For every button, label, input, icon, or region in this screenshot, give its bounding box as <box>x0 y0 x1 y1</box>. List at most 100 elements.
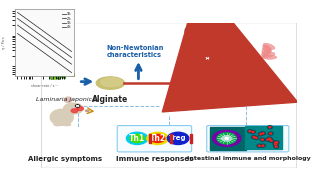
Ellipse shape <box>262 53 275 58</box>
Ellipse shape <box>64 97 72 103</box>
Ellipse shape <box>195 51 202 57</box>
Text: Alginate: Alginate <box>92 95 128 104</box>
Circle shape <box>217 133 236 144</box>
Ellipse shape <box>54 123 62 126</box>
Ellipse shape <box>63 64 66 68</box>
Ellipse shape <box>60 64 63 68</box>
Ellipse shape <box>248 130 252 133</box>
Ellipse shape <box>196 55 214 65</box>
FancyBboxPatch shape <box>117 125 192 152</box>
Ellipse shape <box>54 69 71 77</box>
Circle shape <box>276 142 278 143</box>
Circle shape <box>130 134 144 143</box>
Ellipse shape <box>63 123 71 126</box>
Circle shape <box>255 137 257 139</box>
Bar <box>190 134 192 143</box>
Ellipse shape <box>46 67 73 75</box>
Ellipse shape <box>263 43 275 49</box>
Circle shape <box>270 140 272 141</box>
Ellipse shape <box>263 55 277 59</box>
Ellipse shape <box>257 144 262 147</box>
Ellipse shape <box>269 139 274 142</box>
Circle shape <box>225 138 228 139</box>
Circle shape <box>206 57 210 60</box>
Bar <box>149 134 151 143</box>
Ellipse shape <box>193 64 214 82</box>
Circle shape <box>252 131 254 133</box>
Ellipse shape <box>52 67 60 79</box>
Ellipse shape <box>64 103 83 114</box>
Circle shape <box>262 145 264 146</box>
Ellipse shape <box>85 110 89 111</box>
Ellipse shape <box>254 136 258 139</box>
Bar <box>245 126 282 149</box>
Text: Allergic symptoms: Allergic symptoms <box>28 156 103 162</box>
Text: OVA: OVA <box>183 27 206 37</box>
Ellipse shape <box>57 65 71 78</box>
Ellipse shape <box>211 61 216 62</box>
Bar <box>210 127 246 150</box>
Circle shape <box>167 132 189 144</box>
Circle shape <box>275 146 277 147</box>
Circle shape <box>150 134 165 143</box>
Ellipse shape <box>50 109 73 125</box>
Ellipse shape <box>267 137 272 140</box>
Ellipse shape <box>266 138 270 141</box>
FancyArrowPatch shape <box>162 0 298 112</box>
Ellipse shape <box>261 144 265 147</box>
Ellipse shape <box>96 77 124 89</box>
Circle shape <box>267 139 269 140</box>
Circle shape <box>262 133 264 134</box>
Circle shape <box>258 145 260 146</box>
Ellipse shape <box>261 132 265 135</box>
Circle shape <box>275 144 277 145</box>
Circle shape <box>71 109 78 113</box>
Ellipse shape <box>251 136 256 139</box>
Bar <box>170 134 172 143</box>
Ellipse shape <box>261 49 271 56</box>
Ellipse shape <box>206 81 212 82</box>
Circle shape <box>260 134 262 135</box>
Text: Immune responses: Immune responses <box>116 156 194 162</box>
Ellipse shape <box>251 130 255 134</box>
Text: Th2: Th2 <box>149 134 166 143</box>
Ellipse shape <box>66 98 70 101</box>
Circle shape <box>76 105 80 107</box>
Circle shape <box>269 127 271 128</box>
Text: Intestinal immune and morphology: Intestinal immune and morphology <box>186 156 310 161</box>
Ellipse shape <box>49 66 74 76</box>
Text: Th1: Th1 <box>129 134 145 143</box>
Ellipse shape <box>101 78 122 87</box>
Circle shape <box>213 130 241 146</box>
Ellipse shape <box>52 65 58 79</box>
Ellipse shape <box>274 145 279 148</box>
Ellipse shape <box>195 81 202 82</box>
FancyBboxPatch shape <box>207 125 289 152</box>
Ellipse shape <box>46 69 61 78</box>
X-axis label: shear rate / s⁻¹: shear rate / s⁻¹ <box>31 84 58 88</box>
Ellipse shape <box>268 132 273 135</box>
Circle shape <box>147 132 168 144</box>
Circle shape <box>253 136 255 138</box>
Ellipse shape <box>52 64 58 67</box>
Circle shape <box>126 132 148 144</box>
Y-axis label: η / Pa·s: η / Pa·s <box>2 36 6 49</box>
Ellipse shape <box>268 125 272 129</box>
Circle shape <box>222 136 231 141</box>
Ellipse shape <box>262 47 269 55</box>
Legend: 1%, 2%, 3%, 4%: 1%, 2%, 3%, 4% <box>61 11 73 30</box>
Circle shape <box>77 107 83 110</box>
Ellipse shape <box>50 67 57 79</box>
Circle shape <box>270 133 272 134</box>
Ellipse shape <box>260 138 265 141</box>
Ellipse shape <box>196 52 201 56</box>
Circle shape <box>269 138 271 139</box>
Text: Treg: Treg <box>169 135 187 141</box>
Ellipse shape <box>56 64 61 67</box>
Ellipse shape <box>258 132 263 136</box>
Ellipse shape <box>263 45 271 52</box>
Text: Laminaria japonica: Laminaria japonica <box>36 97 95 102</box>
Ellipse shape <box>51 64 65 78</box>
Circle shape <box>275 142 277 143</box>
Circle shape <box>249 131 251 132</box>
